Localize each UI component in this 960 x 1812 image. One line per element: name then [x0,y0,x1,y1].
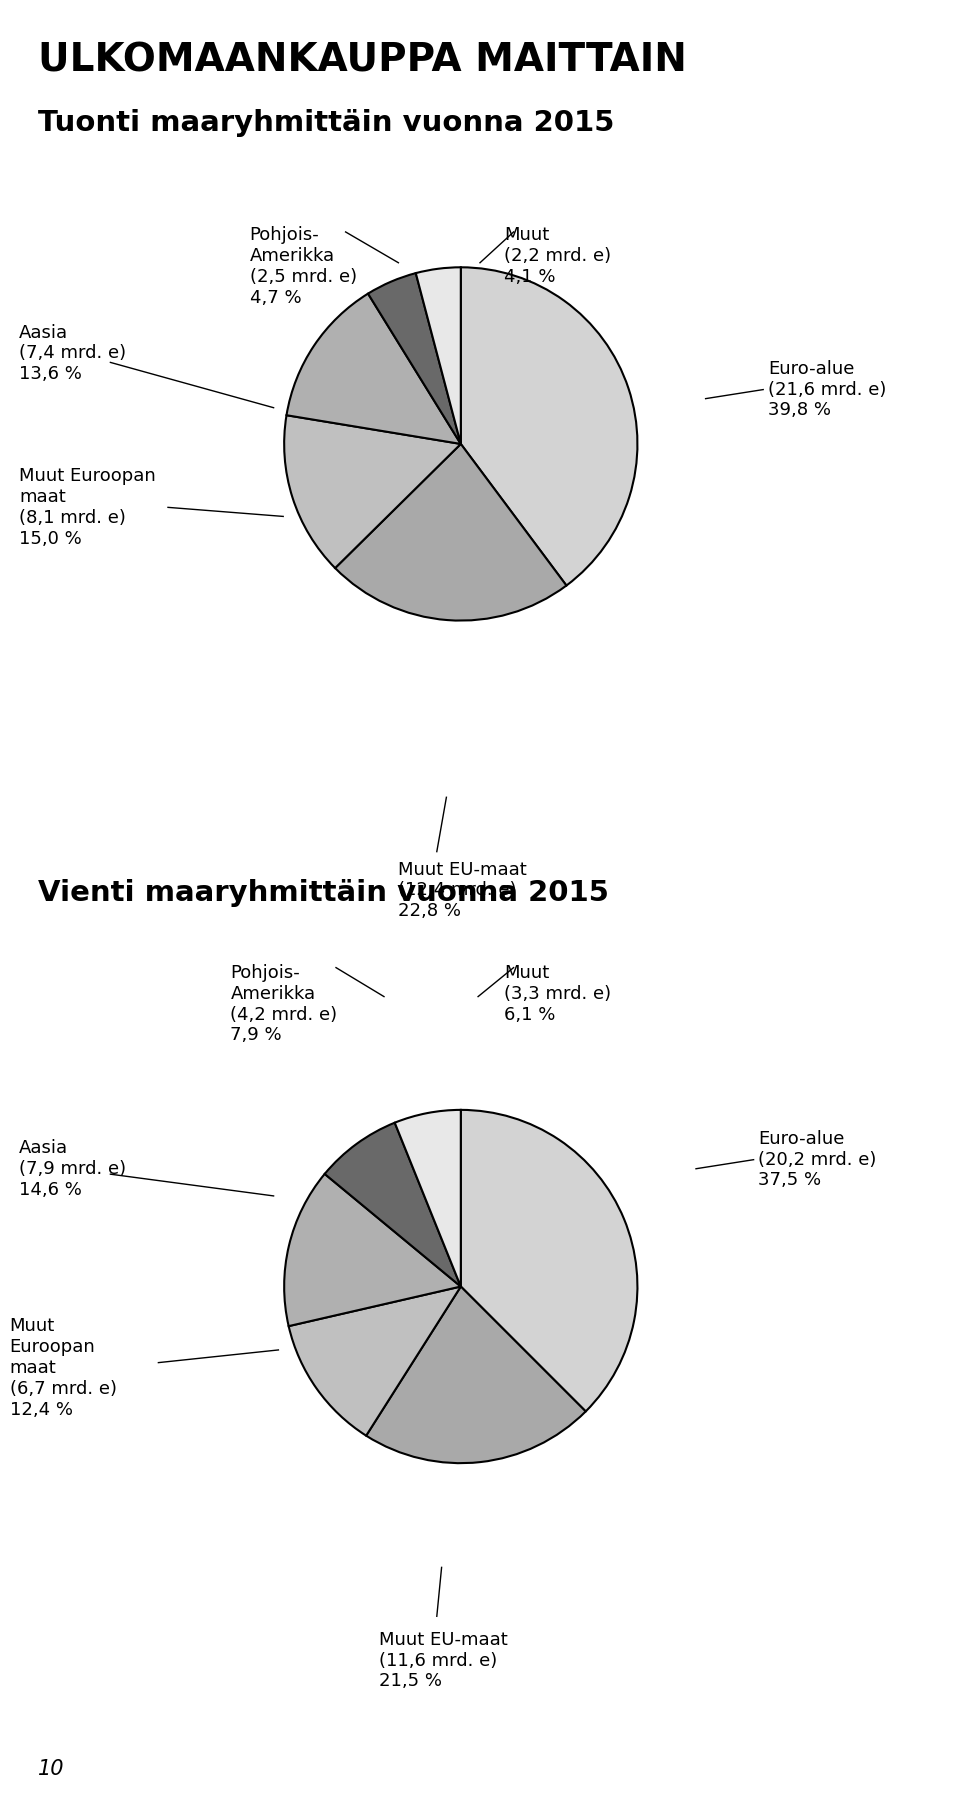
Wedge shape [289,1287,461,1435]
Wedge shape [284,1174,461,1326]
Text: Vienti maaryhmittäin vuonna 2015: Vienti maaryhmittäin vuonna 2015 [38,879,610,906]
Wedge shape [461,1111,637,1412]
Text: Muut EU-maat
(12,4 mrd. e)
22,8 %: Muut EU-maat (12,4 mrd. e) 22,8 % [398,861,527,920]
Text: Muut
Euroopan
maat
(6,7 mrd. e)
12,4 %: Muut Euroopan maat (6,7 mrd. e) 12,4 % [10,1317,116,1419]
Wedge shape [286,294,461,444]
Wedge shape [366,1287,586,1462]
Text: Muut
(2,2 mrd. e)
4,1 %: Muut (2,2 mrd. e) 4,1 % [504,226,612,286]
Wedge shape [461,268,637,585]
Text: Pohjois-
Amerikka
(4,2 mrd. e)
7,9 %: Pohjois- Amerikka (4,2 mrd. e) 7,9 % [230,964,338,1044]
Wedge shape [368,274,461,444]
Text: Euro-alue
(20,2 mrd. e)
37,5 %: Euro-alue (20,2 mrd. e) 37,5 % [758,1131,876,1189]
Text: Tuonti maaryhmittäin vuonna 2015: Tuonti maaryhmittäin vuonna 2015 [38,109,614,136]
Wedge shape [284,415,461,567]
Text: Muut
(3,3 mrd. e)
6,1 %: Muut (3,3 mrd. e) 6,1 % [504,964,612,1024]
Text: ULKOMAANKAUPPA MAITTAIN: ULKOMAANKAUPPA MAITTAIN [38,42,687,80]
Text: Muut Euroopan
maat
(8,1 mrd. e)
15,0 %: Muut Euroopan maat (8,1 mrd. e) 15,0 % [19,467,156,547]
Wedge shape [395,1111,461,1287]
Text: Aasia
(7,4 mrd. e)
13,6 %: Aasia (7,4 mrd. e) 13,6 % [19,324,127,382]
Wedge shape [416,268,461,444]
Text: Pohjois-
Amerikka
(2,5 mrd. e)
4,7 %: Pohjois- Amerikka (2,5 mrd. e) 4,7 % [250,226,357,306]
Text: Euro-alue
(21,6 mrd. e)
39,8 %: Euro-alue (21,6 mrd. e) 39,8 % [768,361,886,419]
Text: Aasia
(7,9 mrd. e)
14,6 %: Aasia (7,9 mrd. e) 14,6 % [19,1140,127,1198]
Text: Muut EU-maat
(11,6 mrd. e)
21,5 %: Muut EU-maat (11,6 mrd. e) 21,5 % [379,1631,508,1691]
Text: 10: 10 [38,1759,65,1779]
Wedge shape [324,1123,461,1287]
Wedge shape [335,444,566,620]
